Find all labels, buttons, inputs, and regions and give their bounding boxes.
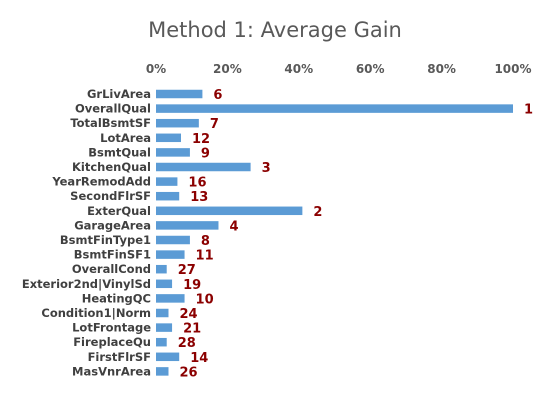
data-label: 7 xyxy=(210,117,219,132)
bar xyxy=(156,89,203,99)
x-tick-label: 40% xyxy=(284,62,313,76)
bar xyxy=(156,308,169,318)
data-label: 28 xyxy=(178,336,196,351)
bar xyxy=(156,148,190,157)
category-label: OverallQual xyxy=(75,102,151,116)
data-label: 4 xyxy=(229,219,238,234)
category-label: LotFrontage xyxy=(72,321,151,335)
bar xyxy=(156,367,169,376)
bar xyxy=(156,104,513,113)
bar xyxy=(156,323,173,332)
category-label: OverallCond xyxy=(72,262,151,276)
category-label: BsmtFinSF1 xyxy=(74,248,151,262)
x-tick-label: 20% xyxy=(213,62,242,76)
bar xyxy=(156,162,251,172)
data-label: 10 xyxy=(196,292,214,307)
data-label: 27 xyxy=(178,263,196,278)
bar xyxy=(156,279,173,289)
bar xyxy=(156,118,199,128)
category-label: ExterQual xyxy=(87,204,151,218)
category-label: BsmtFinType1 xyxy=(60,233,151,247)
category-label: LotArea xyxy=(100,131,151,145)
data-label: 11 xyxy=(196,249,214,264)
category-label: KitchenQual xyxy=(72,160,151,174)
bar xyxy=(156,264,167,274)
x-tick-label: 60% xyxy=(356,62,385,76)
category-label: SecondFlrSF xyxy=(70,189,151,203)
category-label: TotalBsmtSF xyxy=(70,116,151,130)
category-label: HeatingQC xyxy=(82,291,151,305)
data-label: 1 xyxy=(524,103,533,118)
x-tick-label: 0% xyxy=(146,62,166,76)
data-label: 13 xyxy=(190,190,208,205)
category-label: GrLivArea xyxy=(87,87,151,101)
x-axis-ticks: 0% 20% 40% 60% 80% 100% xyxy=(146,62,532,76)
category-label: MasVnrArea xyxy=(72,364,151,378)
bar xyxy=(156,221,219,230)
chart-title: Method 1: Average Gain xyxy=(148,18,402,42)
bar xyxy=(156,352,180,362)
data-label: 2 xyxy=(313,205,322,220)
data-label: 6 xyxy=(213,88,222,103)
data-label: 8 xyxy=(201,234,210,249)
data-label: 21 xyxy=(183,322,201,337)
data-label: 26 xyxy=(179,365,197,380)
bar xyxy=(156,191,180,201)
bar xyxy=(156,177,178,186)
category-label: Exterior2nd|VinylSd xyxy=(22,277,151,291)
data-label: 19 xyxy=(183,278,201,293)
bar xyxy=(156,133,181,143)
x-tick-label: 100% xyxy=(494,62,531,76)
bar xyxy=(156,294,185,303)
data-label: 9 xyxy=(201,146,210,161)
category-label: Condition1|Norm xyxy=(41,306,151,320)
data-label: 14 xyxy=(190,351,208,366)
bar xyxy=(156,206,303,216)
category-label: GarageArea xyxy=(74,218,151,232)
bar xyxy=(156,250,185,259)
category-label: FireplaceQu xyxy=(73,335,151,349)
category-labels: GrLivAreaOverallQualTotalBsmtSFLotAreaBs… xyxy=(22,87,151,378)
data-label: 16 xyxy=(188,176,206,191)
category-label: FirstFlrSF xyxy=(88,350,151,364)
bar xyxy=(156,337,167,347)
category-label: YearRemodAdd xyxy=(51,175,151,189)
bar xyxy=(156,235,190,245)
data-label: 3 xyxy=(262,161,271,176)
data-label: 12 xyxy=(192,132,210,147)
bars xyxy=(156,89,513,376)
category-label: BsmtQual xyxy=(88,145,151,159)
x-tick-label: 80% xyxy=(427,62,456,76)
data-label: 24 xyxy=(179,307,197,322)
